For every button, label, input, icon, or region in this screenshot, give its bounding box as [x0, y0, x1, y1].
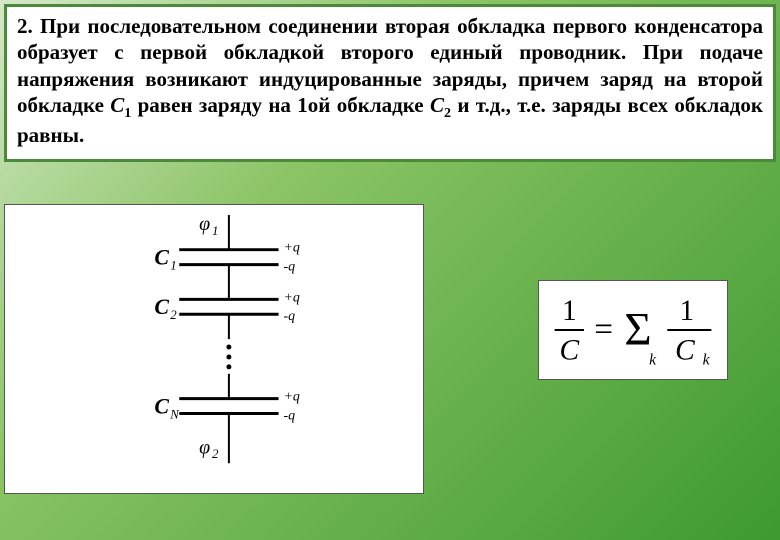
formula-svg: 1 C = Σ k 1 C k: [539, 281, 727, 379]
svg-text:2: 2: [212, 446, 219, 461]
circuit-svg: φ 1 C 1 +q -q C 2 +q -q C N +q -q φ 2: [5, 205, 423, 493]
svg-text:-q: -q: [284, 309, 296, 324]
explanation-text-box: 2. При последовательном соединении втора…: [4, 4, 776, 162]
formula-sigma: Σ: [624, 304, 651, 356]
formula-right-num: 1: [680, 295, 695, 327]
formula-equals: =: [594, 311, 613, 348]
sym-c2: С: [430, 93, 444, 117]
formula-left-num: 1: [562, 295, 577, 327]
circuit-diagram: φ 1 C 1 +q -q C 2 +q -q C N +q -q φ 2: [4, 204, 424, 494]
svg-text:φ: φ: [199, 213, 210, 235]
text-part-2: равен заряду на 1ой обкладке: [131, 93, 430, 117]
svg-text:+q: +q: [284, 390, 300, 405]
explanation-text: 2. При последовательном соединении втора…: [17, 13, 763, 149]
formula-left-den: C: [559, 334, 579, 366]
svg-text:C: C: [154, 395, 169, 419]
sym-c2-sub: 2: [444, 106, 451, 121]
svg-text:C: C: [154, 295, 169, 319]
formula-right-den: C: [675, 334, 695, 366]
formula-right-den-sub: k: [703, 351, 711, 368]
svg-text:N: N: [169, 407, 180, 422]
svg-text:-q: -q: [284, 409, 296, 424]
svg-text:2: 2: [170, 307, 177, 322]
svg-text:1: 1: [212, 223, 218, 238]
sym-c1: С: [110, 93, 124, 117]
svg-text:C: C: [154, 246, 169, 270]
svg-text:-q: -q: [284, 260, 296, 275]
formula-box: 1 C = Σ k 1 C k: [538, 280, 728, 380]
svg-text:1: 1: [170, 258, 176, 273]
formula-sigma-sub: k: [649, 351, 657, 368]
svg-text:+q: +q: [284, 241, 300, 256]
svg-text:+q: +q: [284, 290, 300, 305]
svg-text:φ: φ: [199, 436, 210, 458]
